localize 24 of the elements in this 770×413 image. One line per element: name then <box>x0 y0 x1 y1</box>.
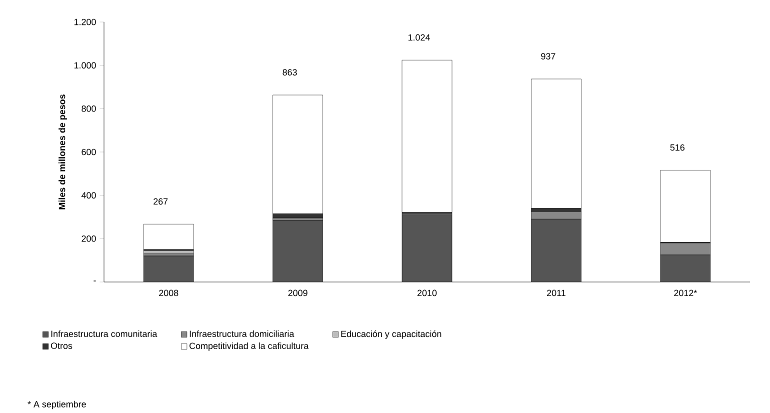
total-label: 267 <box>154 198 168 205</box>
total-label: 516 <box>670 144 684 151</box>
y-axis-title: Miles de millones de pesos <box>58 94 67 210</box>
x-tick-label: 2008 <box>159 290 178 296</box>
y-tick-label: 200 <box>82 235 96 242</box>
legend-label: Infraestructura domiciliaria <box>190 330 294 338</box>
y-tick-label: 1.200 <box>74 18 96 26</box>
y-tick-label: 600 <box>82 148 96 156</box>
legend-label: Infraestructura comunitaria <box>51 330 158 338</box>
x-tick-label: 2009 <box>288 290 308 296</box>
y-tick-label: 1.000 <box>74 62 96 69</box>
total-label: 937 <box>541 53 556 60</box>
y-tick-label: - <box>94 280 96 282</box>
x-tick-label: 2010 <box>417 290 437 296</box>
legend-label: Educación y capacitación <box>341 330 442 339</box>
y-tick-label: 400 <box>81 192 96 199</box>
total-label: 1.024 <box>408 34 430 41</box>
total-label: 863 <box>282 69 297 76</box>
y-tick-label: 800 <box>82 105 96 112</box>
text: * A septiembre <box>28 400 86 410</box>
x-tick-label: 2012* <box>674 290 697 296</box>
legend-label: Otros <box>50 342 72 349</box>
legend-label: Competitividad a la caficultura <box>190 342 309 351</box>
x-tick-label: 2011 <box>547 290 566 296</box>
